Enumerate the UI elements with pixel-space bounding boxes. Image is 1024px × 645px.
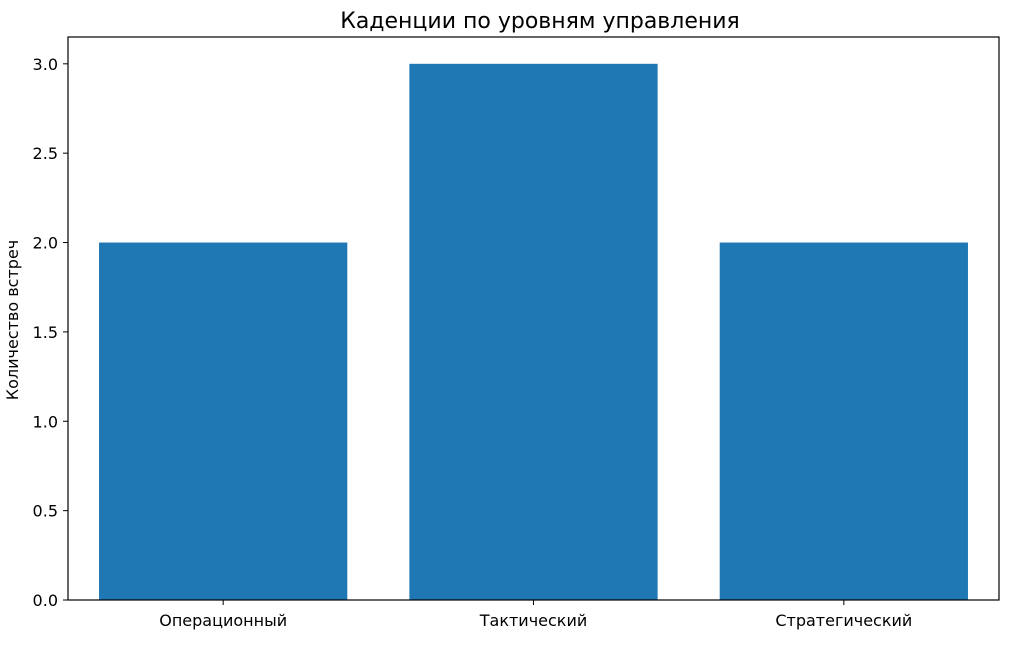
x-tick-label-2: Стратегический [775,611,912,630]
y-tick-label-5: 2.5 [33,144,58,163]
y-tick-label-4: 2.0 [33,234,58,253]
y-tick-label-0: 0.0 [33,591,58,610]
x-tick-label-0: Операционный [159,611,287,630]
chart-title: Каденции по уровням управления [340,9,740,34]
x-tick-label-1: Тактический [479,611,588,630]
y-tick-label-2: 1.0 [33,412,58,431]
plot-frame [67,36,1000,601]
bar-1 [409,63,658,601]
y-axis-label: Количество встреч [3,240,22,401]
y-tick-label-6: 3.0 [33,55,58,74]
bar-0 [99,242,348,601]
plot-area: Операционный Тактический Стратегический 0.0… [33,36,1000,630]
y-tick-label-1: 0.5 [33,502,58,521]
bar-2 [719,242,968,601]
y-tick-label-3: 1.5 [33,323,58,342]
